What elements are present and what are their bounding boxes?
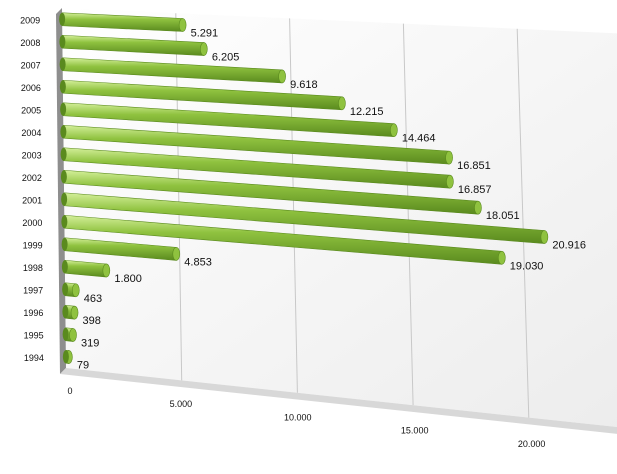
value-label: 463 (84, 293, 102, 305)
value-label: 5.291 (191, 27, 219, 39)
value-label: 18.051 (486, 210, 520, 222)
gridline (402, 23, 414, 406)
bar-1996 (62, 304, 79, 320)
bar-cap (446, 174, 454, 189)
y-tick-label: 1996 (23, 308, 43, 318)
bar-base (62, 305, 69, 319)
bar-cap (172, 247, 181, 261)
bar-base (62, 350, 69, 364)
y-tick-label: 1997 (23, 285, 43, 295)
bar-2003 (60, 147, 454, 189)
y-tick-label: 2006 (21, 83, 41, 93)
x-tick-label: 5.000 (170, 399, 193, 409)
chart-side-wall (56, 8, 66, 374)
value-label: 16.857 (458, 184, 492, 196)
bar-2008 (59, 34, 208, 56)
y-tick-label: 1999 (23, 240, 43, 250)
chart-floor (60, 368, 617, 434)
bar-2000 (61, 214, 506, 265)
x-tick-label: 20.000 (518, 439, 546, 449)
bar-1998 (61, 259, 111, 278)
gridline (289, 18, 298, 393)
value-label: 1.800 (114, 273, 142, 285)
bar-base (60, 147, 67, 161)
bar-2007 (59, 57, 286, 84)
bar-2002 (60, 169, 482, 215)
bar-cap (200, 42, 208, 56)
bar-2004 (60, 124, 453, 165)
x-tick-label: 10.000 (284, 412, 312, 422)
value-label: 20.916 (552, 240, 586, 252)
y-tick-label: 2001 (22, 195, 42, 205)
bar-2006 (59, 79, 346, 111)
bar-cap (497, 251, 506, 265)
value-label: 19.030 (510, 260, 544, 272)
bar-1999 (61, 237, 181, 261)
value-label: 319 (81, 337, 99, 349)
y-tick-label: 2004 (21, 128, 41, 138)
y-tick-label: 1998 (23, 263, 43, 273)
bar-base (59, 35, 66, 49)
bar-1995 (62, 327, 77, 342)
value-label: 14.464 (402, 133, 436, 145)
bar-cap (178, 18, 187, 32)
bar-base (60, 125, 67, 139)
value-label: 16.851 (457, 160, 491, 172)
value-label: 79 (77, 360, 89, 372)
value-label: 12.215 (350, 106, 384, 118)
bar-cap (540, 230, 549, 244)
bar-cap (69, 328, 77, 342)
x-tick-label: 0 (67, 386, 72, 396)
y-tick-label: 2009 (20, 15, 40, 25)
y-tick-label: 2000 (22, 218, 42, 228)
bar-cap (102, 263, 111, 278)
value-label: 4.853 (184, 256, 212, 268)
y-tick-label: 2003 (22, 150, 42, 160)
bar-cap (474, 200, 482, 215)
bar-base (59, 80, 66, 94)
bar-1997 (62, 282, 80, 298)
bar-1994 (62, 349, 73, 364)
bar-base (62, 327, 69, 341)
gridline (516, 28, 530, 418)
bar-cap (338, 96, 346, 111)
bar-base (60, 102, 67, 116)
y-tick-label: 1994 (24, 353, 44, 363)
bar-cap (72, 283, 80, 298)
bar-base (62, 282, 69, 296)
bar-base (59, 12, 66, 26)
bar-2009 (59, 12, 187, 32)
bar-2001 (61, 192, 549, 244)
x-tick-label: 15.000 (401, 426, 429, 436)
bar-base (59, 57, 66, 71)
value-label: 9.618 (290, 79, 318, 91)
value-label: 6.205 (212, 52, 240, 64)
y-tick-label: 1995 (24, 330, 44, 340)
bar-base (61, 192, 68, 206)
bar-base (61, 215, 68, 229)
y-tick-label: 2008 (20, 38, 40, 48)
bar-cap (70, 305, 79, 320)
bar-cap (445, 150, 453, 165)
y-tick-label: 2002 (22, 173, 42, 183)
bar-base (60, 170, 67, 184)
y-tick-label: 2007 (21, 60, 41, 70)
bar-base (61, 237, 68, 251)
bar-base (61, 260, 68, 274)
value-label: 398 (83, 315, 101, 327)
y-tick-label: 2005 (21, 105, 41, 115)
bar-cap (390, 123, 398, 137)
bar-2005 (60, 102, 398, 137)
bar-cap (278, 69, 286, 84)
